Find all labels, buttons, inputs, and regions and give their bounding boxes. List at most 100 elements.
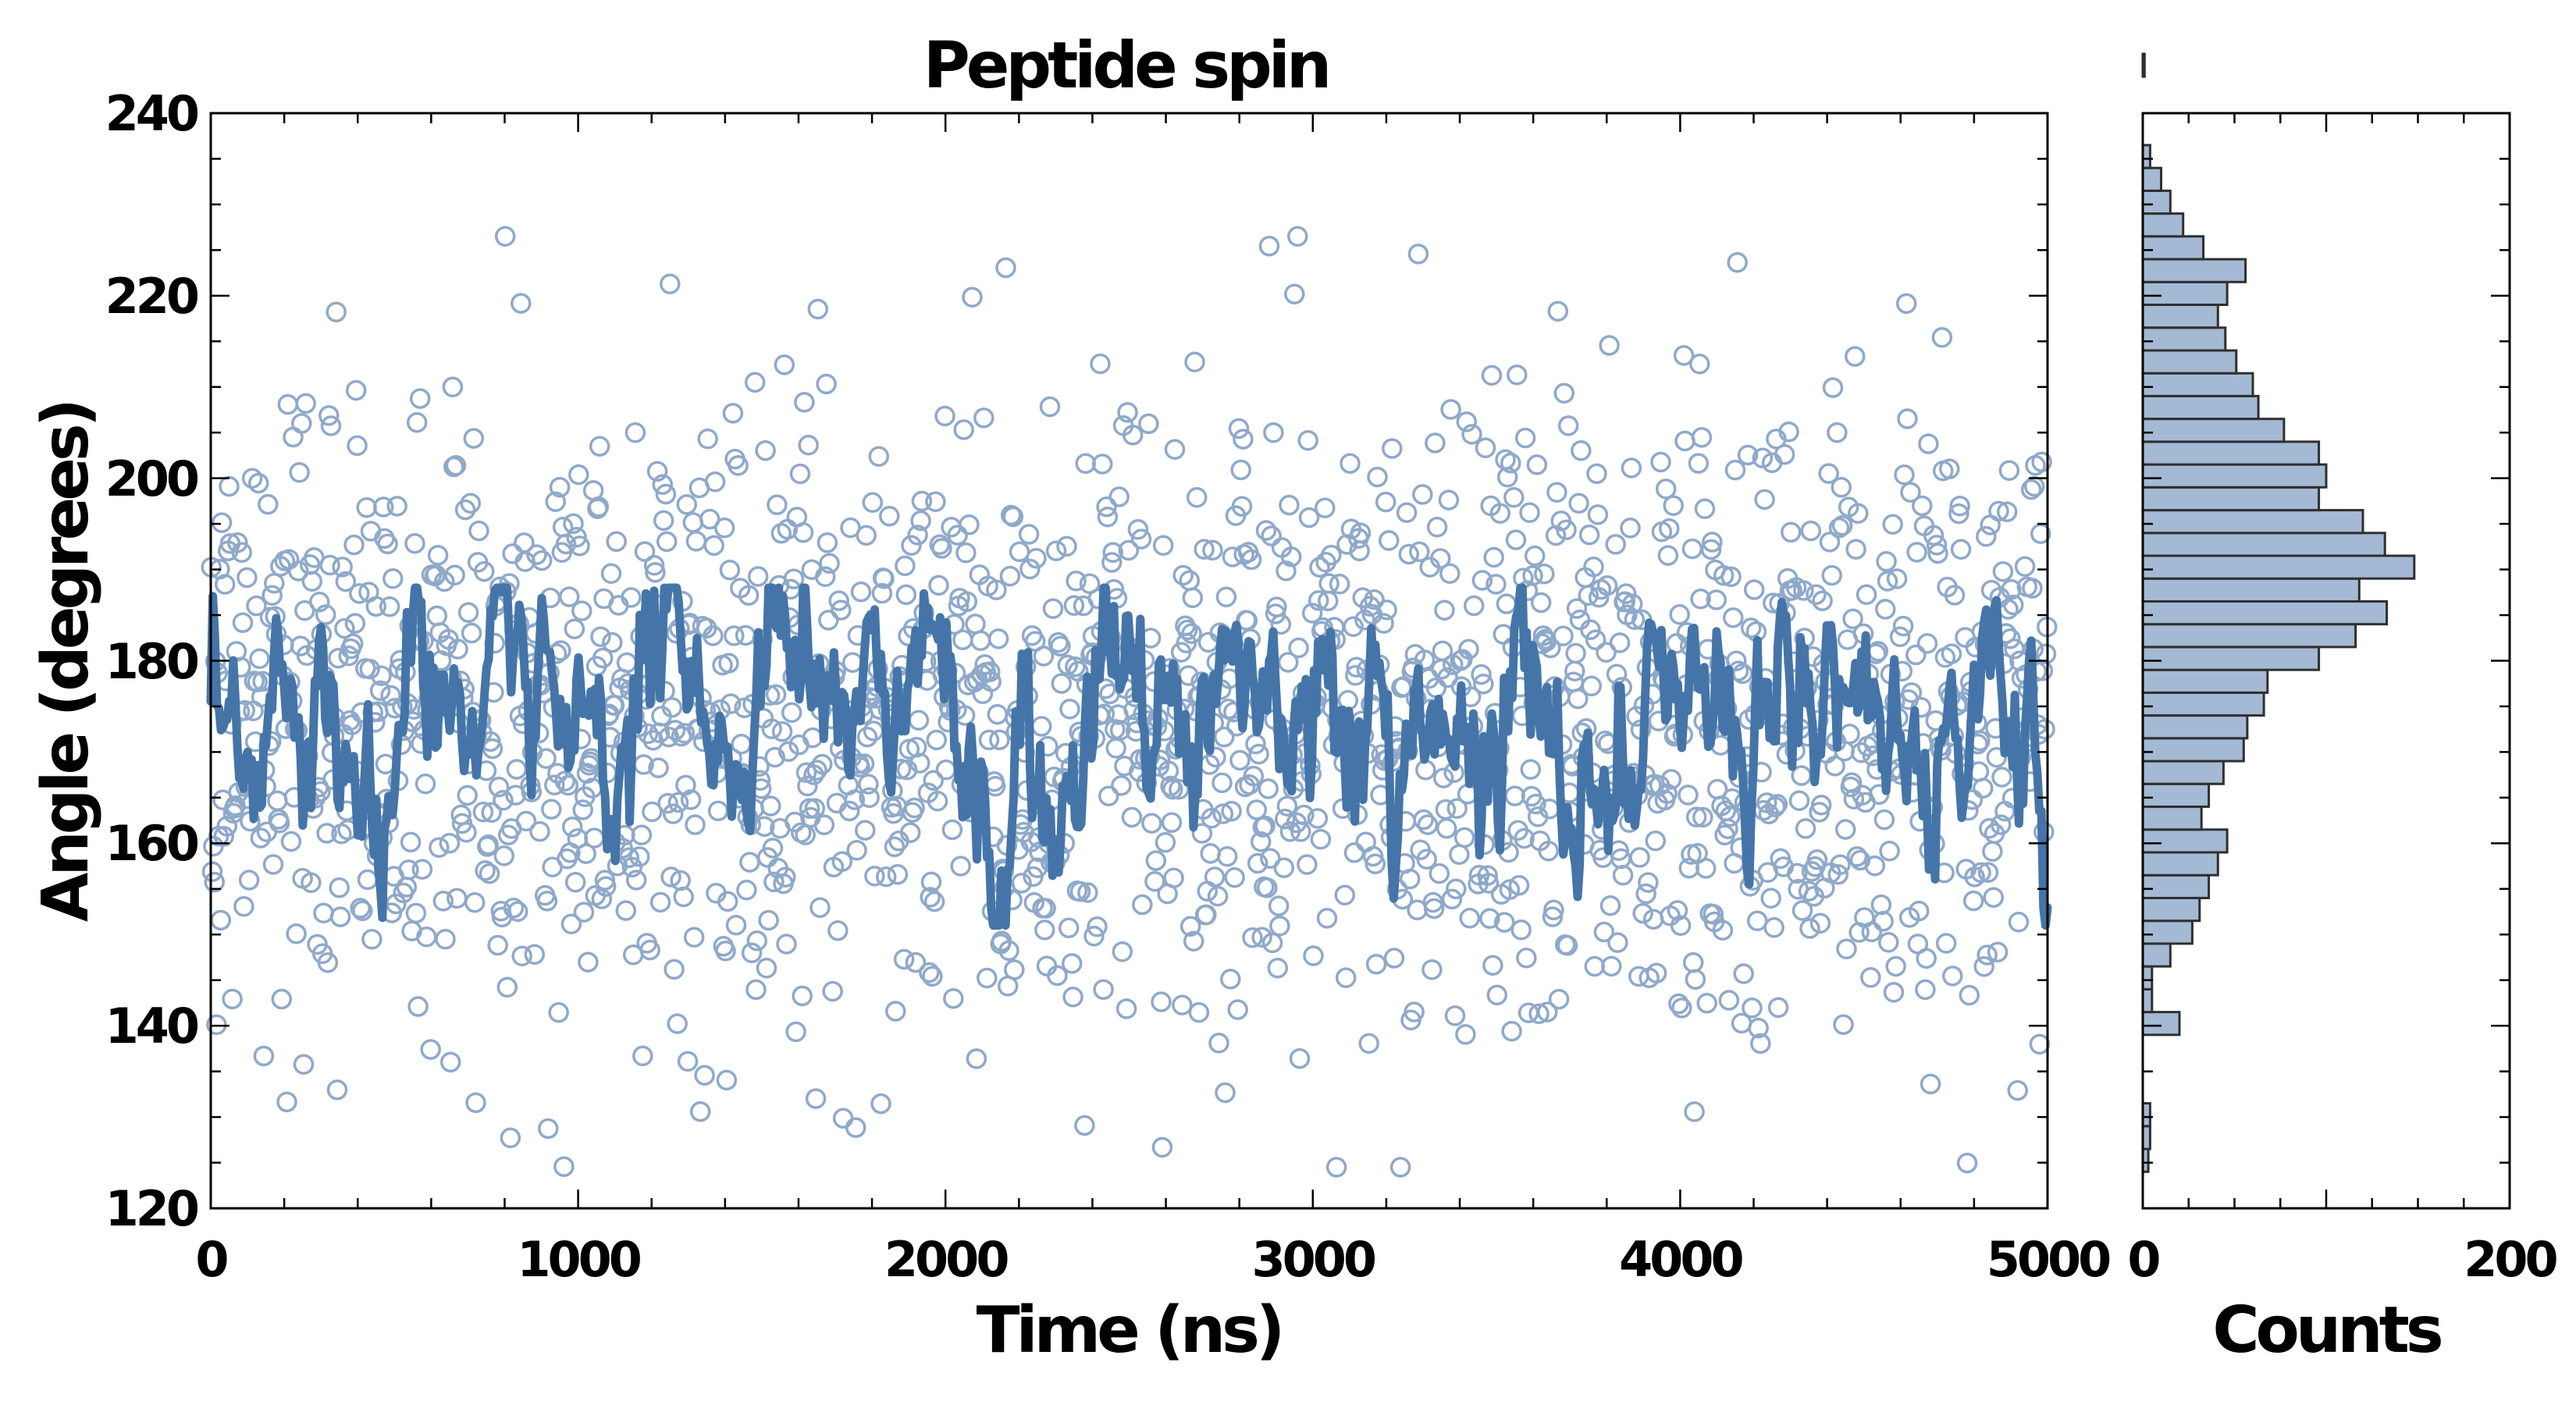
scatter-point (785, 1021, 806, 1043)
scatter-point (1828, 517, 1850, 539)
scatter-point (873, 568, 895, 589)
scatter-point (1760, 887, 1781, 909)
histogram-bar (2141, 258, 2247, 283)
scatter-point (1916, 633, 1938, 654)
scatter-point (1141, 813, 1162, 834)
scatter-point (563, 513, 584, 535)
scatter-point (493, 790, 514, 811)
scatter-point (2000, 628, 2021, 649)
scatter-point (660, 273, 681, 295)
counts-tick-label-0: 0 (2127, 1231, 2159, 1288)
scatter-point (905, 951, 927, 973)
scatter-point (1202, 539, 1223, 561)
scatter-point (1246, 799, 1268, 820)
scatter-point (923, 770, 944, 791)
scatter-point (566, 527, 587, 548)
scatter-point (1791, 900, 1813, 921)
scatter-point (1692, 806, 1713, 828)
scatter-point (1483, 546, 1504, 568)
scatter-point (1824, 756, 1845, 777)
histogram-bar (2141, 965, 2154, 991)
scatter-point (1316, 908, 1338, 929)
scatter-point (719, 559, 741, 581)
scatter-point (1051, 673, 1073, 694)
scatter-point (804, 798, 826, 819)
scatter-point (1973, 955, 1994, 977)
scatter-point (568, 464, 589, 486)
scatter-point (1009, 541, 1030, 563)
scatter-point (1942, 966, 1963, 987)
scatter-point (1732, 663, 1753, 685)
scatter-point (1379, 530, 1400, 551)
scatter-point (1976, 526, 1997, 547)
scatter-point (624, 422, 646, 443)
scatter-point (1216, 845, 1238, 867)
scatter-point (432, 891, 454, 912)
scatter-point (356, 496, 377, 518)
scatter-point (1876, 550, 1897, 572)
scatter-point (859, 787, 880, 809)
scatter-point (895, 555, 916, 577)
histogram-bar (2141, 304, 2219, 329)
scatter-point (1685, 969, 1706, 990)
scatter-point (1906, 542, 1927, 563)
scatter-point (1471, 663, 1492, 685)
scatter-point (1655, 478, 1677, 500)
scatter-point (1584, 955, 1606, 977)
scatter-point (1399, 868, 1421, 890)
scatter-point (1733, 963, 1754, 984)
scatter-point (879, 505, 900, 527)
scatter-point (1196, 904, 1217, 926)
y-tick-label-200: 200 (105, 450, 198, 507)
scatter-point (315, 604, 336, 625)
scatter-point (1033, 646, 1055, 667)
scatter-point (1599, 335, 1620, 356)
scatter-point (1293, 804, 1315, 826)
counts-axis-label: Counts (2212, 1293, 2440, 1368)
scatter-point (386, 496, 407, 517)
scatter-point (1215, 586, 1237, 608)
scatter-point (536, 891, 558, 912)
scatter-point (267, 790, 288, 812)
scatter-point (1659, 518, 1680, 539)
scatter-point (558, 586, 580, 607)
scatter-point (1629, 847, 1650, 868)
histogram-bar (2141, 600, 2389, 626)
scatter-point (1343, 842, 1365, 863)
scatter-point (1660, 769, 1682, 790)
scatter-point (746, 930, 768, 951)
scatter-point (222, 988, 243, 1010)
scatter-point (928, 574, 949, 596)
scatter-point (1546, 482, 1567, 503)
scatter-point (763, 871, 785, 893)
scatter-point (549, 477, 571, 498)
scatter-point (1875, 599, 1896, 620)
scatter-point (1970, 862, 1991, 884)
scatter-point (935, 759, 957, 781)
scatter-point (1684, 1101, 1705, 1122)
scatter-point (1718, 990, 1740, 1011)
scatter-point (1962, 890, 1984, 912)
scatter-point (1376, 599, 1397, 621)
x-tick-label-0: 0 (195, 1231, 227, 1288)
scatter-point (318, 405, 340, 426)
scatter-point (1848, 503, 1869, 524)
scatter-point (1416, 848, 1437, 870)
scatter-point (1404, 1001, 1425, 1023)
scatter-point (661, 697, 683, 718)
scatter-point (1530, 592, 1552, 614)
scatter-point (1414, 649, 1436, 670)
scatter-point (1429, 863, 1450, 884)
scatter-point (1050, 635, 1071, 657)
scatter-point (1077, 882, 1098, 903)
scatter-point (334, 617, 355, 639)
scatter-point (1162, 779, 1183, 800)
scatter-point (1365, 953, 1387, 975)
scatter-point (271, 988, 293, 1010)
scatter-point (1310, 829, 1332, 850)
scatter-point (680, 789, 702, 810)
scatter-point (500, 1127, 521, 1149)
scatter-point (1101, 552, 1123, 573)
scatter-point (1303, 945, 1324, 966)
scatter-point (1065, 656, 1086, 678)
